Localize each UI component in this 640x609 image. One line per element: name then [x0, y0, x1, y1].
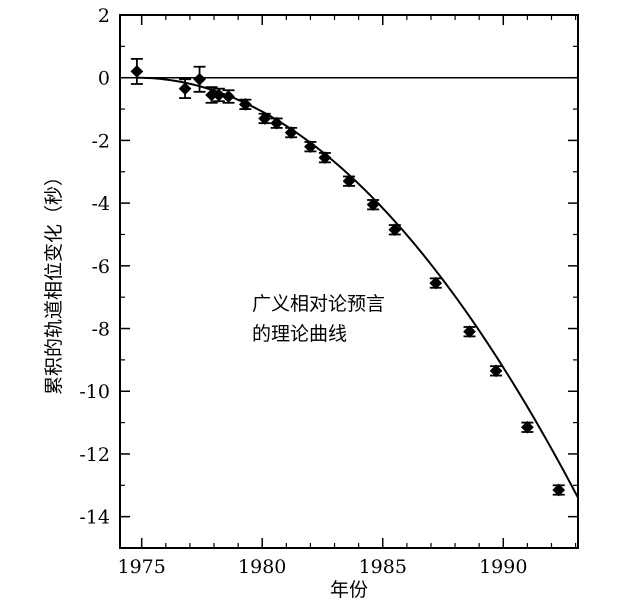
data-marker [193, 72, 206, 86]
data-marker [429, 276, 443, 290]
y-tick-label: -10 [79, 381, 110, 403]
observed-point [489, 364, 503, 378]
data-marker [388, 223, 402, 237]
y-tick-label: 0 [98, 68, 110, 90]
y-tick-label: -6 [91, 256, 110, 278]
observed-point [521, 420, 534, 434]
theory-curve [136, 76, 579, 499]
data-marker [318, 151, 332, 165]
observed-point [429, 276, 443, 290]
data-marker [238, 97, 252, 111]
data-marker [270, 116, 284, 130]
y-tick-label: -8 [91, 319, 110, 341]
annotation-line-1: 广义相对论预言 [252, 293, 385, 315]
observed-point [178, 78, 192, 99]
data-marker [463, 325, 476, 339]
y-tick-label: -14 [79, 507, 110, 529]
observed-point [130, 57, 144, 85]
data-marker [342, 174, 356, 188]
data-marker [178, 82, 192, 96]
data-marker [489, 364, 503, 378]
data-marker [212, 88, 226, 102]
observed-point [284, 126, 298, 139]
y-tick-label: -12 [79, 444, 110, 466]
data-marker [222, 90, 235, 103]
observed-point [222, 89, 235, 104]
observed-point [552, 483, 566, 497]
data-marker [304, 140, 317, 154]
data-marker [205, 88, 218, 102]
data-marker [366, 198, 380, 212]
observed-point [304, 140, 317, 154]
observed-point [388, 223, 402, 237]
axis-ticks [120, 14, 578, 549]
observed-point [258, 112, 271, 125]
x-tick-label: 1975 [118, 556, 166, 578]
annotation-line-2: 的理论曲线 [252, 323, 347, 345]
observed-point [205, 86, 218, 104]
x-tick-label: 1980 [238, 556, 286, 578]
observed-points [130, 57, 566, 497]
tick-labels: 1975 1980 1985 1990 2 0 -2 -4 -6 -8 -10 -12 -14 [79, 5, 527, 578]
data-marker [130, 65, 144, 78]
observed-point [463, 325, 476, 339]
y-tick-label: 2 [98, 5, 110, 27]
data-marker [258, 112, 271, 125]
y-axis-title: 累积的轨道相位变化（秒） [43, 167, 65, 395]
y-tick-label: -4 [91, 193, 110, 215]
observed-point [342, 174, 356, 188]
observed-point [270, 116, 284, 130]
observed-point [238, 97, 252, 111]
observed-point [193, 65, 206, 93]
x-axis-title: 年份 [330, 579, 368, 601]
x-tick-label: 1990 [479, 556, 527, 578]
y-tick-label: -2 [91, 130, 110, 152]
x-tick-label: 1985 [359, 556, 407, 578]
plot-frame [119, 14, 579, 549]
observed-point [318, 151, 332, 165]
observed-point [366, 198, 380, 212]
data-marker [284, 126, 298, 139]
observed-point [212, 87, 226, 103]
